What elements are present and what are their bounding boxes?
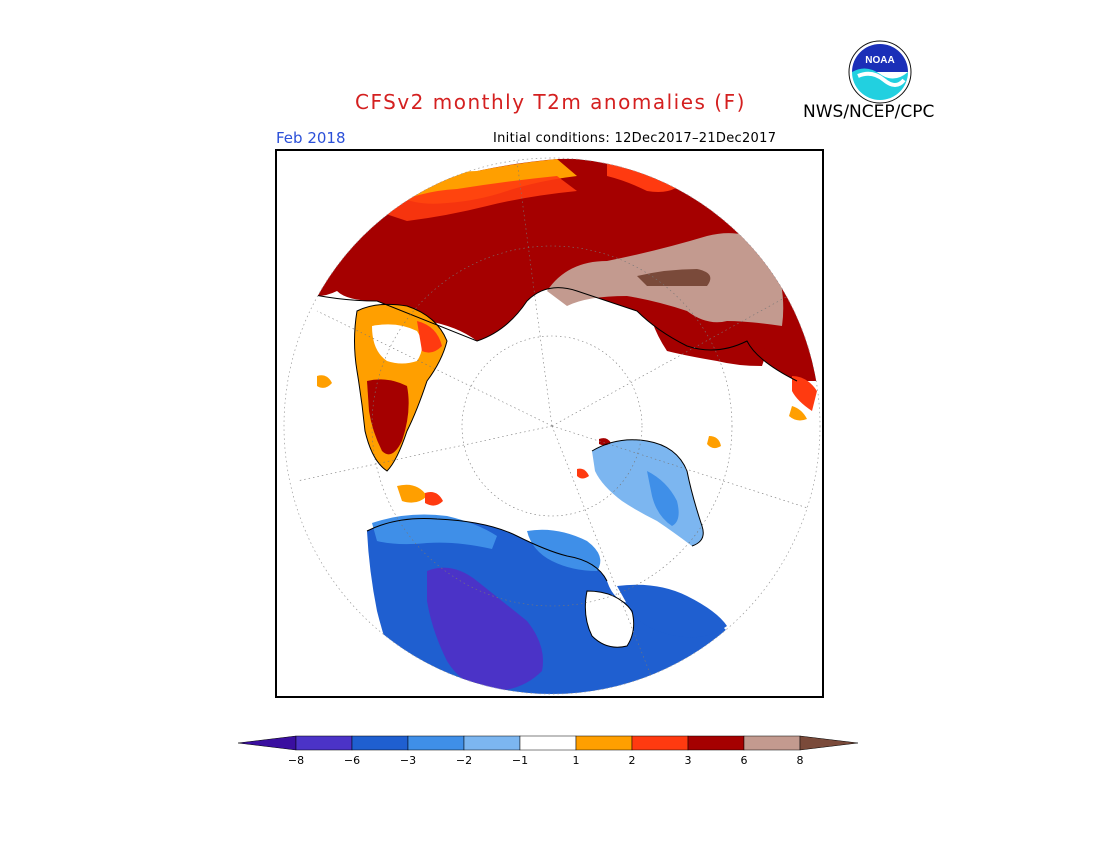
colorbar-tick-label: −2 [455, 754, 473, 767]
noaa-logo-text: NOAA [865, 55, 894, 66]
canada-light-cold [527, 529, 601, 571]
greenland-south-warm [367, 379, 409, 455]
colorbar-bin [351, 735, 409, 751]
initial-conditions: Initial conditions: 12Dec2017–21Dec2017 [493, 131, 777, 146]
colorbar-bin [519, 735, 577, 751]
colorbar-tick-label: 1 [572, 754, 580, 767]
forecast-month: Feb 2018 [276, 129, 346, 147]
pacific-warm-patch [652, 311, 767, 366]
agency-label: NWS/NCEP/CPC [803, 102, 935, 122]
greenland-east-red [417, 321, 442, 353]
colorbar-tick-label: −6 [343, 754, 361, 767]
iceland-warm-patch [317, 375, 332, 388]
colorbar-tick-label: −1 [511, 754, 529, 767]
colorbar-tick-label: −8 [287, 754, 305, 767]
labrador-red-patch [425, 492, 443, 506]
colorbar-under-arrow [238, 735, 297, 751]
polar-map-panel [275, 149, 824, 698]
siberia-core-brown [637, 269, 711, 286]
labrador-warm-patch [397, 484, 427, 503]
colorbar-bin [575, 735, 633, 751]
colorbar-bin [687, 735, 745, 751]
colorbar-tick-label: 6 [740, 754, 748, 767]
hudson-bay-area [585, 591, 634, 648]
colorbar [238, 735, 859, 751]
colorbar-bin [295, 735, 353, 751]
colorbar-tick-label: 8 [796, 754, 804, 767]
map-title: CFSv2 monthly T2m anomalies (F) [355, 90, 746, 114]
colorbar-bin [631, 735, 689, 751]
map-boundary-circle [283, 157, 821, 695]
bering-orange-patch [789, 406, 807, 421]
colorbar-bin [463, 735, 521, 751]
graticule [296, 160, 818, 692]
bering-warm-patch [792, 376, 817, 411]
colorbar-over-arrow [799, 735, 859, 751]
colorbar-tick-label: −3 [399, 754, 417, 767]
north-america-extreme-cold [427, 567, 543, 691]
greenland-interior-light [372, 324, 422, 364]
alaska-red-fleck [577, 468, 589, 479]
colorbar-tick-label: 2 [628, 754, 636, 767]
coastlines [296, 287, 798, 648]
noaa-logo: NOAA [848, 40, 912, 104]
colorbar-tick-label: 3 [684, 754, 692, 767]
colorbar-bin [743, 735, 801, 751]
canada-east-cold [617, 584, 727, 638]
arctic-coast-red-strip [377, 176, 577, 221]
alaska-deep-cold [647, 471, 679, 526]
colorbar-bin [407, 735, 465, 751]
arctic-archipelago-cold [372, 514, 497, 549]
aleutian-orange-patch [707, 436, 721, 449]
anomaly-field [284, 158, 820, 694]
